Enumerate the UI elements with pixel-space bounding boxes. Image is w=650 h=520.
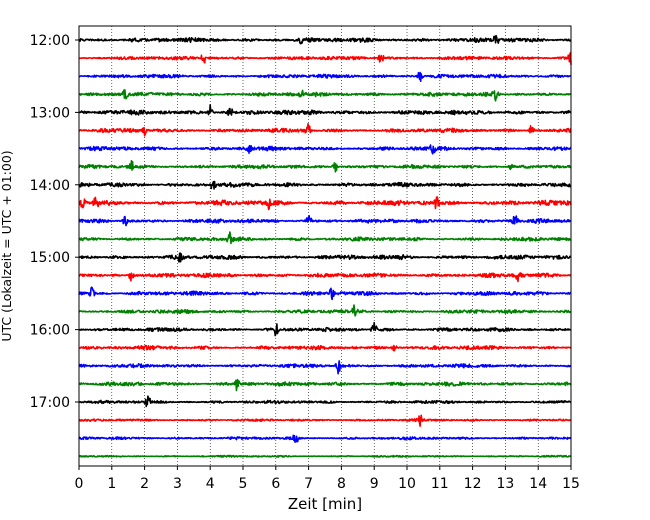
trace-1230	[78, 71, 572, 83]
trace-1700	[78, 395, 572, 408]
x-tick-label: 5	[239, 476, 248, 492]
x-tick-label: 11	[431, 476, 449, 492]
y-tick-label: 15:00	[30, 250, 70, 266]
trace-1415	[78, 196, 572, 211]
x-tick-label: 15	[562, 476, 580, 492]
trace-1445	[78, 231, 572, 245]
trace-1345	[78, 159, 572, 173]
x-axis-label: Zeit [min]	[288, 495, 362, 513]
y-tick-label: 14:00	[30, 178, 70, 194]
x-tick-label: 12	[464, 476, 482, 492]
trace-1730	[78, 434, 572, 443]
trace-1745	[78, 454, 572, 458]
x-tick-label: 7	[304, 476, 313, 492]
y-axis: 12:00 13:00 14:00 15:00 16:00 17:00	[30, 33, 79, 411]
y-tick-label: 12:00	[30, 33, 70, 49]
x-tick-label: 0	[75, 476, 84, 492]
y-tick-label: 13:00	[30, 105, 70, 121]
x-tick-label: 4	[206, 476, 215, 492]
x-tick-label: 2	[140, 476, 149, 492]
x-tick-label: 14	[529, 476, 547, 492]
trace-1300	[78, 103, 572, 116]
trace-1500	[78, 252, 572, 263]
x-tick-label: 10	[398, 476, 416, 492]
x-tick-label: 9	[370, 476, 379, 492]
trace-1645	[78, 378, 572, 392]
trace-group	[78, 34, 572, 458]
y-tick-label: 16:00	[30, 323, 70, 339]
x-tick-label: 1	[107, 476, 116, 492]
trace-1200	[78, 34, 572, 45]
trace-1615	[78, 344, 572, 352]
x-tick-label: 3	[173, 476, 182, 492]
x-tick-label: 8	[337, 476, 346, 492]
trace-1430	[78, 214, 572, 227]
trace-1215	[78, 51, 572, 65]
x-tick-label: 13	[496, 476, 514, 492]
minute-grid	[111, 26, 539, 466]
trace-1400	[78, 180, 572, 190]
plot-frame	[78, 25, 572, 467]
trace-1515	[78, 272, 572, 283]
x-axis: 0 1 2 3 4 5 6 7 8 9 10 11 12 13 14 15	[75, 466, 580, 492]
trace-1530	[78, 286, 572, 301]
y-tick-label: 17:00	[30, 395, 70, 411]
trace-1245	[78, 89, 572, 102]
trace-1630	[78, 360, 572, 375]
y-axis-label: UTC (Lokalzeit = UTC + 01:00)	[0, 150, 14, 341]
x-tick-label: 6	[271, 476, 280, 492]
trace-1330	[78, 144, 572, 155]
trace-1545	[78, 304, 572, 317]
trace-1600	[78, 321, 572, 337]
trace-1715	[78, 414, 572, 427]
trace-1315	[78, 123, 572, 137]
